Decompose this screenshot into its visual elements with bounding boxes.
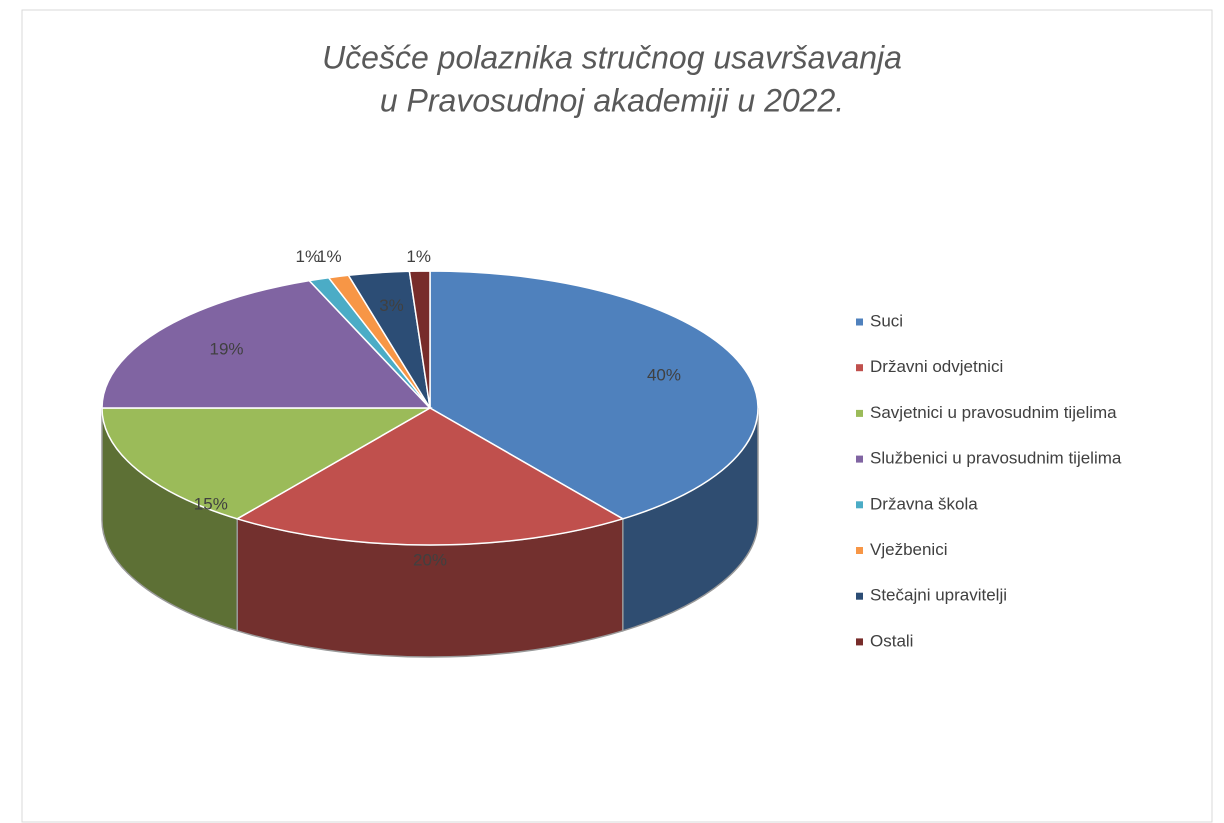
legend-label: Savjetnici u pravosudnim tijelima: [870, 403, 1117, 422]
data-label: 1%: [406, 247, 431, 266]
legend-swatch: [856, 638, 863, 646]
data-label: 15%: [194, 495, 228, 514]
slice: [101, 279, 432, 409]
data-label: 19%: [210, 340, 244, 359]
slice: [429, 270, 759, 520]
data-label: 40%: [647, 366, 681, 385]
legend-swatch: [856, 318, 863, 326]
legend-swatch: [856, 547, 863, 554]
data-label: 20%: [413, 551, 447, 570]
legend-label: Službenici u pravosudnim tijelima: [870, 449, 1122, 468]
data-label: 3%: [379, 296, 404, 315]
legend-swatch: [856, 455, 863, 463]
slice: [408, 270, 431, 409]
data-label: 1%: [317, 247, 342, 266]
slice: [101, 407, 433, 520]
legend-swatch: [856, 409, 863, 417]
legend-label: Stečajni upravitelji: [870, 586, 1007, 605]
legend-label: Suci: [870, 311, 903, 330]
legend-label: Ostali: [870, 631, 913, 650]
legend-swatch: [856, 364, 863, 372]
legend-label: Državni odvjetnici: [870, 357, 1003, 376]
legend-swatch: [856, 501, 863, 509]
legend-label: Vježbenici: [870, 540, 948, 559]
slice: [235, 407, 625, 546]
data-label: 1%: [295, 247, 320, 266]
legend-label: Državna škola: [870, 494, 978, 513]
legend-swatch: [856, 592, 863, 600]
chart-title: u Pravosudnoj akademiji u 2022.: [380, 82, 844, 118]
chart-title: Učešće polaznika stručnog usavršavanja: [322, 39, 902, 75]
